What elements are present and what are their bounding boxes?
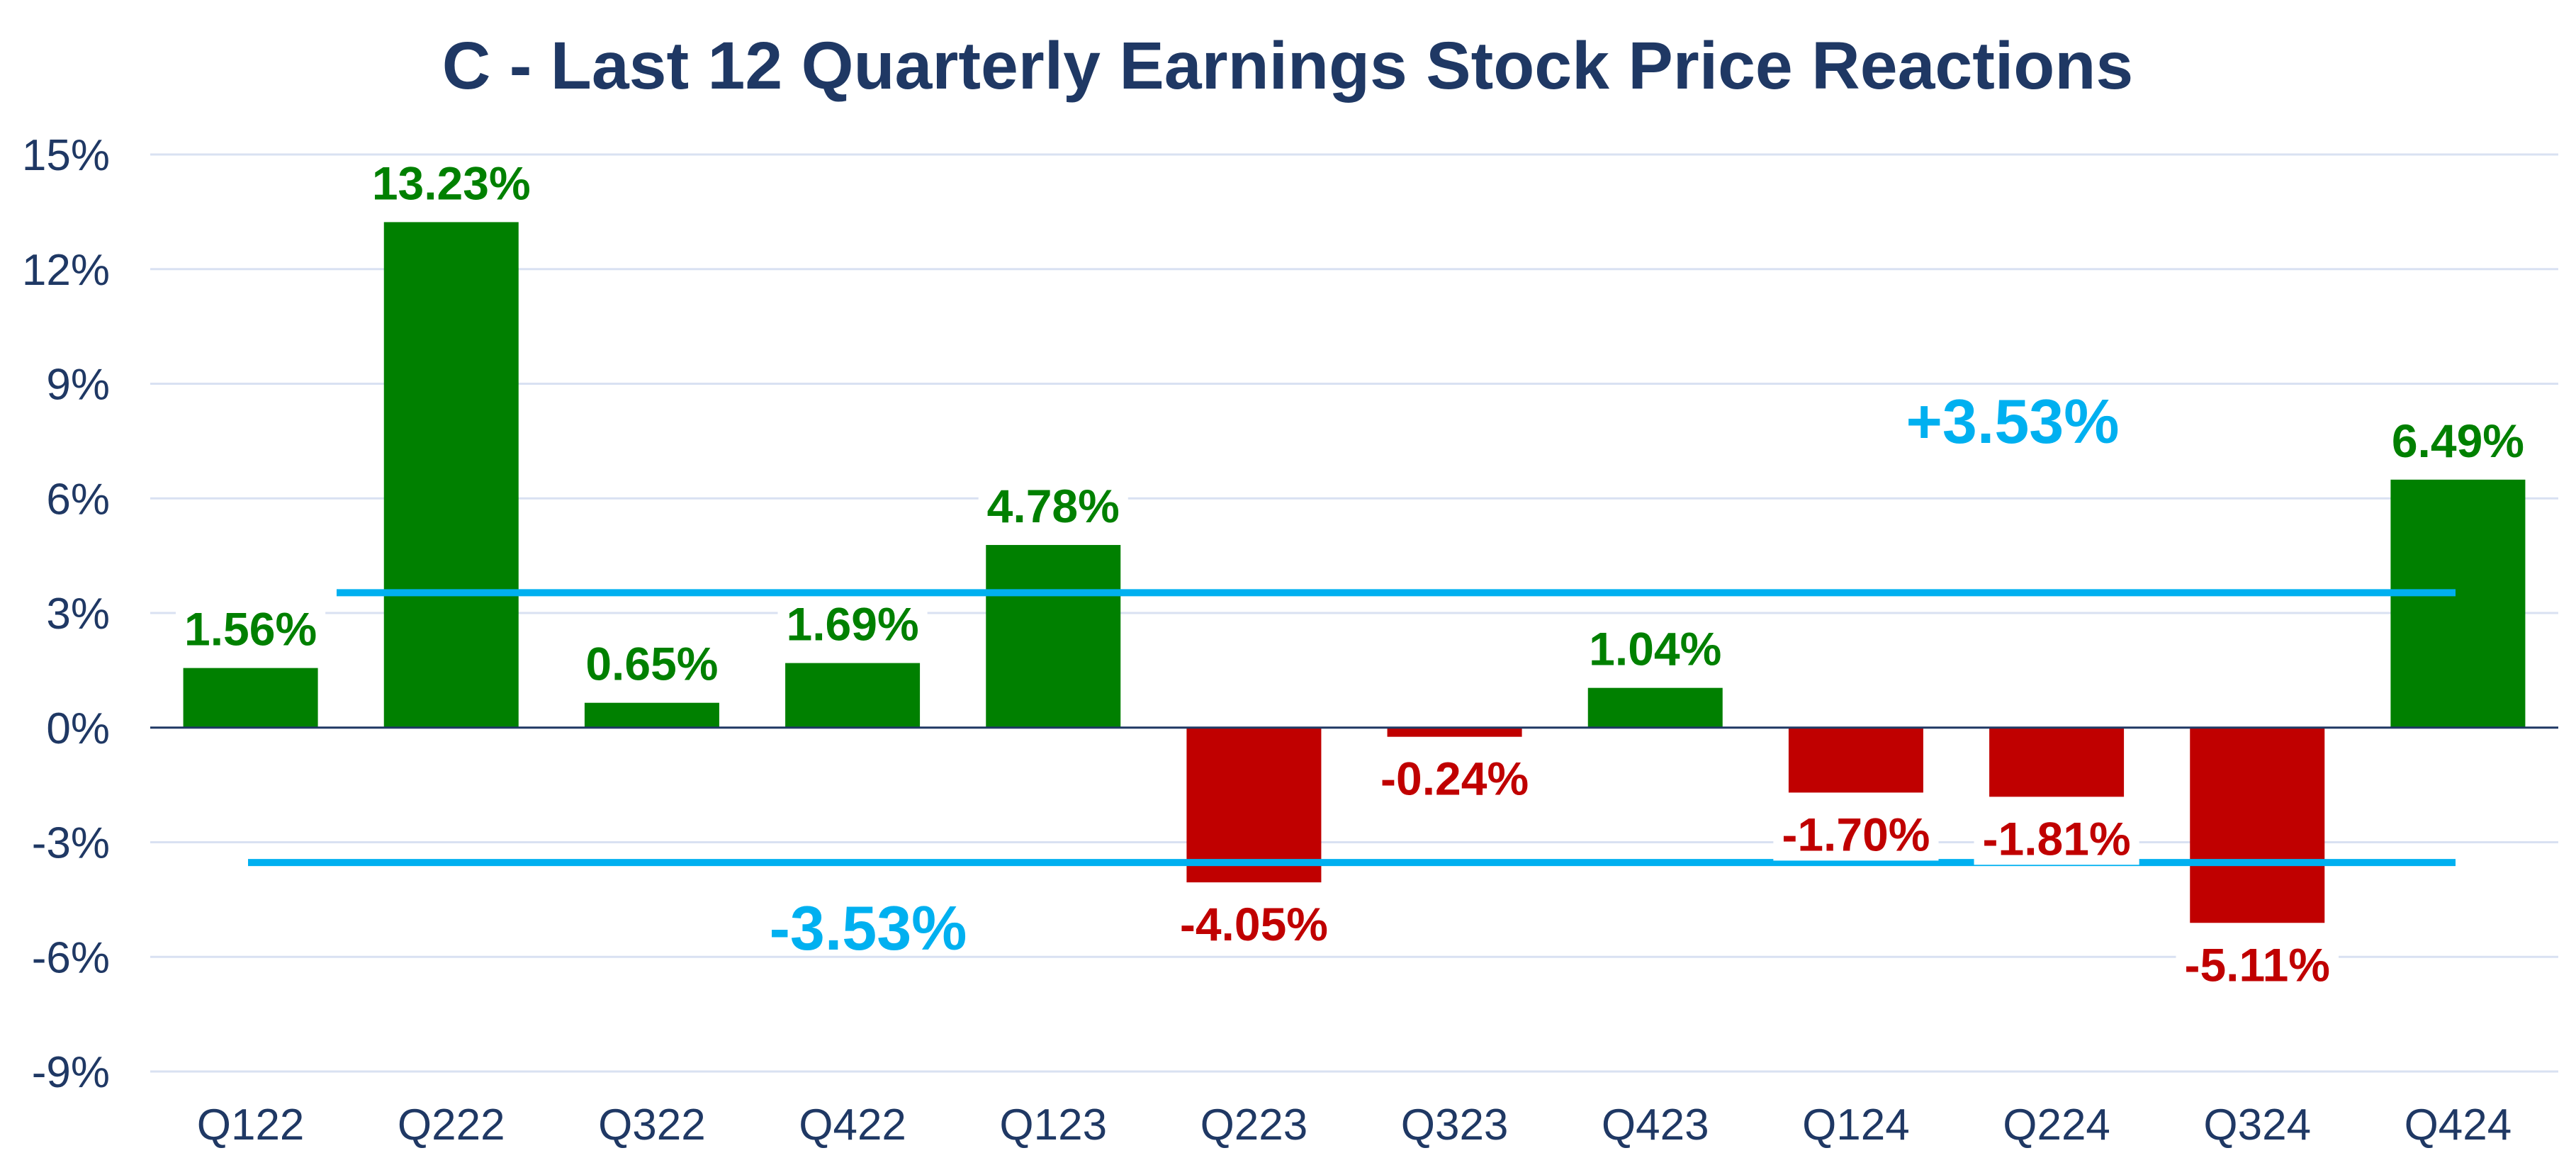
y-tick-label: 9% bbox=[46, 361, 110, 410]
y-tick-label: -9% bbox=[32, 1048, 110, 1097]
data-labels: +3.53% -3.53% 1.56% 13.23% 0.65% 1.69% 4.78% -4… bbox=[176, 157, 2533, 991]
x-tick-label: Q224 bbox=[2003, 1101, 2110, 1149]
data-label: 1.56% bbox=[184, 603, 317, 656]
y-tick-label: 12% bbox=[22, 246, 110, 295]
data-label: 13.23% bbox=[372, 157, 531, 209]
data-label: 0.65% bbox=[585, 638, 718, 690]
x-tick-label: Q122 bbox=[197, 1101, 305, 1149]
bar bbox=[1989, 727, 2125, 797]
data-label-background bbox=[1974, 815, 2139, 865]
data-label: -5.11% bbox=[2185, 938, 2330, 991]
data-label-background bbox=[1372, 755, 1538, 805]
reference-line-label: -3.53% bbox=[770, 893, 967, 963]
data-label-background bbox=[2383, 417, 2533, 467]
x-tick-label: Q424 bbox=[2405, 1101, 2512, 1149]
bar bbox=[785, 663, 921, 728]
bars bbox=[183, 222, 2526, 923]
x-tick-label: Q222 bbox=[398, 1101, 505, 1149]
x-tick-label: Q123 bbox=[999, 1101, 1107, 1149]
data-label: -0.24% bbox=[1380, 753, 1529, 805]
data-label: 4.78% bbox=[987, 480, 1120, 532]
data-label-background bbox=[1171, 901, 1337, 951]
reference-line-label: +3.53% bbox=[1906, 386, 2120, 456]
gridlines bbox=[150, 153, 2558, 1073]
axes: 15% 12% 9% 6% 3% 0% -3% -6% -9% Q122 Q222 Q322 Q422 Q… bbox=[22, 131, 2558, 1149]
data-label-group: -1.70% bbox=[1773, 808, 1939, 861]
data-label-group: -4.05% bbox=[1171, 898, 1337, 951]
y-tick-label: 6% bbox=[46, 475, 110, 524]
x-tick-label: Q124 bbox=[1802, 1101, 1910, 1149]
bar bbox=[183, 668, 318, 728]
bar bbox=[1186, 727, 1322, 883]
data-label: -4.05% bbox=[1180, 898, 1328, 950]
data-label-background bbox=[363, 159, 539, 210]
data-label-group: 0.65% bbox=[577, 638, 727, 690]
data-label-background bbox=[2176, 941, 2339, 991]
bar bbox=[383, 222, 519, 728]
y-tick-label: 3% bbox=[46, 590, 110, 639]
data-label-group: 1.04% bbox=[1580, 623, 1731, 675]
data-label: -1.70% bbox=[1782, 808, 1930, 860]
data-label: 1.04% bbox=[1589, 623, 1721, 675]
data-label-background bbox=[577, 640, 727, 690]
bar bbox=[1788, 727, 1923, 793]
data-label: 1.69% bbox=[787, 598, 919, 651]
x-tick-label: Q323 bbox=[1401, 1101, 1509, 1149]
data-label-background bbox=[1773, 811, 1939, 861]
bar bbox=[2190, 727, 2325, 923]
data-label-group: -0.24% bbox=[1372, 753, 1538, 805]
data-label: -1.81% bbox=[1983, 812, 2131, 865]
data-label-group: 1.56% bbox=[176, 603, 326, 656]
bar bbox=[2390, 479, 2526, 728]
bar bbox=[1387, 727, 1522, 737]
y-tick-label: -3% bbox=[32, 819, 110, 868]
data-label-group: 4.78% bbox=[978, 480, 1128, 533]
y-tick-label: -6% bbox=[32, 933, 110, 982]
x-tick-label: Q422 bbox=[799, 1101, 906, 1149]
data-label-background bbox=[1580, 625, 1731, 675]
bar bbox=[986, 545, 1121, 728]
data-label-group: 1.69% bbox=[777, 598, 928, 651]
x-tick-label: Q324 bbox=[2203, 1101, 2311, 1149]
data-label-group: 6.49% bbox=[2383, 415, 2533, 467]
y-tick-label: 0% bbox=[46, 704, 110, 753]
data-label-background bbox=[777, 600, 928, 651]
data-label-group: -5.11% bbox=[2176, 938, 2339, 991]
data-label-background bbox=[978, 483, 1128, 533]
y-tick-label: 15% bbox=[22, 131, 110, 180]
bar bbox=[584, 702, 719, 728]
x-tick-label: Q423 bbox=[1602, 1101, 1709, 1149]
data-label: 6.49% bbox=[2392, 415, 2524, 467]
data-label-background bbox=[176, 605, 326, 656]
x-tick-label: Q223 bbox=[1200, 1101, 1308, 1149]
x-tick-label: Q322 bbox=[598, 1101, 706, 1149]
chart-title: C - Last 12 Quarterly Earnings Stock Pri… bbox=[442, 28, 2133, 103]
bar bbox=[1587, 687, 1723, 728]
data-label-group: -1.81% bbox=[1974, 812, 2139, 865]
data-label-group: 13.23% bbox=[363, 157, 539, 210]
